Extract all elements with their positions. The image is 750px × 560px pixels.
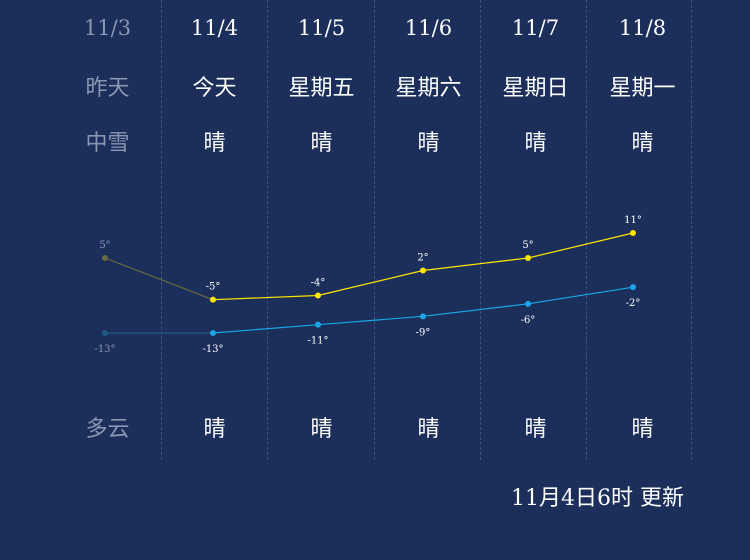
day-date: 11/3 [83, 16, 132, 40]
night-weather: 晴 [203, 417, 226, 442]
day-date: 11/7 [511, 16, 560, 40]
high-temp-label: 2° [417, 253, 428, 264]
low-temp-label: -6° [521, 315, 536, 326]
night-weather: 晴 [524, 417, 547, 442]
high-point [315, 292, 321, 299]
low-temp-label: -13° [202, 344, 223, 355]
column-divider [267, 0, 268, 460]
high-point [420, 267, 426, 274]
day-weather: 晴 [310, 131, 333, 156]
low-point [420, 313, 426, 320]
night-weather: 晴 [631, 417, 654, 442]
day-date: 11/6 [404, 16, 453, 40]
high-point [210, 296, 216, 303]
column-divider [586, 0, 587, 460]
day-name: 今天 [192, 76, 237, 101]
day-weather: 晴 [631, 131, 654, 156]
high-point [525, 255, 531, 261]
forecast-day-column: 11/8 星期一晴晴 [589, 0, 696, 460]
forecast-day-column: 11/3 昨天中雪多云 [54, 0, 161, 460]
forecast-day-column: 11/5 星期五晴晴 [268, 0, 375, 460]
high-line-segment [104, 257, 214, 301]
low-line-segment [527, 286, 634, 305]
high-temp-label: 5° [522, 240, 533, 251]
low-point [525, 300, 531, 307]
day-weather: 晴 [524, 131, 547, 156]
high-point [102, 255, 108, 261]
low-line-segment [212, 324, 319, 334]
day-name: 星期日 [502, 76, 569, 101]
forecast-day-column: 11/7 星期日晴晴 [482, 0, 589, 460]
day-name: 星期五 [288, 76, 355, 101]
night-weather: 晴 [417, 417, 440, 442]
low-temp-label: -2° [626, 298, 641, 309]
low-temp-label: -11° [307, 336, 328, 347]
high-line-segment [317, 269, 424, 297]
column-divider [691, 0, 692, 460]
day-weather: 晴 [417, 131, 440, 156]
temperature-chart: 5° -5° -4° 2° 5° 11° -13° -13° -11° -9° -6° -2° [94, 215, 642, 355]
column-divider [374, 0, 375, 460]
low-temp-label: -13° [94, 344, 115, 355]
column-divider [480, 0, 481, 460]
low-point [630, 284, 636, 291]
low-line-segment [422, 303, 529, 317]
low-point [102, 330, 108, 336]
high-line-segment [527, 232, 634, 259]
high-line-segment [422, 257, 529, 272]
day-weather: 晴 [203, 131, 226, 156]
high-temp-label: 5° [99, 240, 110, 251]
low-point [315, 321, 321, 328]
forecast-day-column: 11/4 今天晴晴 [161, 0, 268, 460]
high-temp-label: 11° [624, 215, 642, 226]
high-temp-label: -5° [206, 282, 221, 293]
low-point [210, 330, 216, 336]
high-line-segment [212, 294, 319, 301]
day-name: 星期六 [395, 76, 462, 101]
day-date: 11/5 [297, 16, 346, 40]
forecast-day-column: 11/6 星期六晴晴 [375, 0, 482, 460]
day-name: 星期一 [609, 76, 676, 101]
column-divider [161, 0, 162, 460]
low-line-segment [317, 315, 424, 326]
day-date: 11/4 [190, 16, 239, 40]
day-name: 昨天 [85, 76, 130, 101]
low-temp-label: -9° [416, 327, 431, 338]
update-time: 11月4日6时 更新 [511, 486, 684, 511]
high-temp-label: -4° [311, 278, 326, 289]
day-date: 11/8 [618, 16, 667, 40]
high-point [630, 230, 636, 236]
night-weather: 多云 [85, 417, 130, 442]
night-weather: 晴 [310, 417, 333, 442]
day-weather: 中雪 [85, 131, 130, 156]
